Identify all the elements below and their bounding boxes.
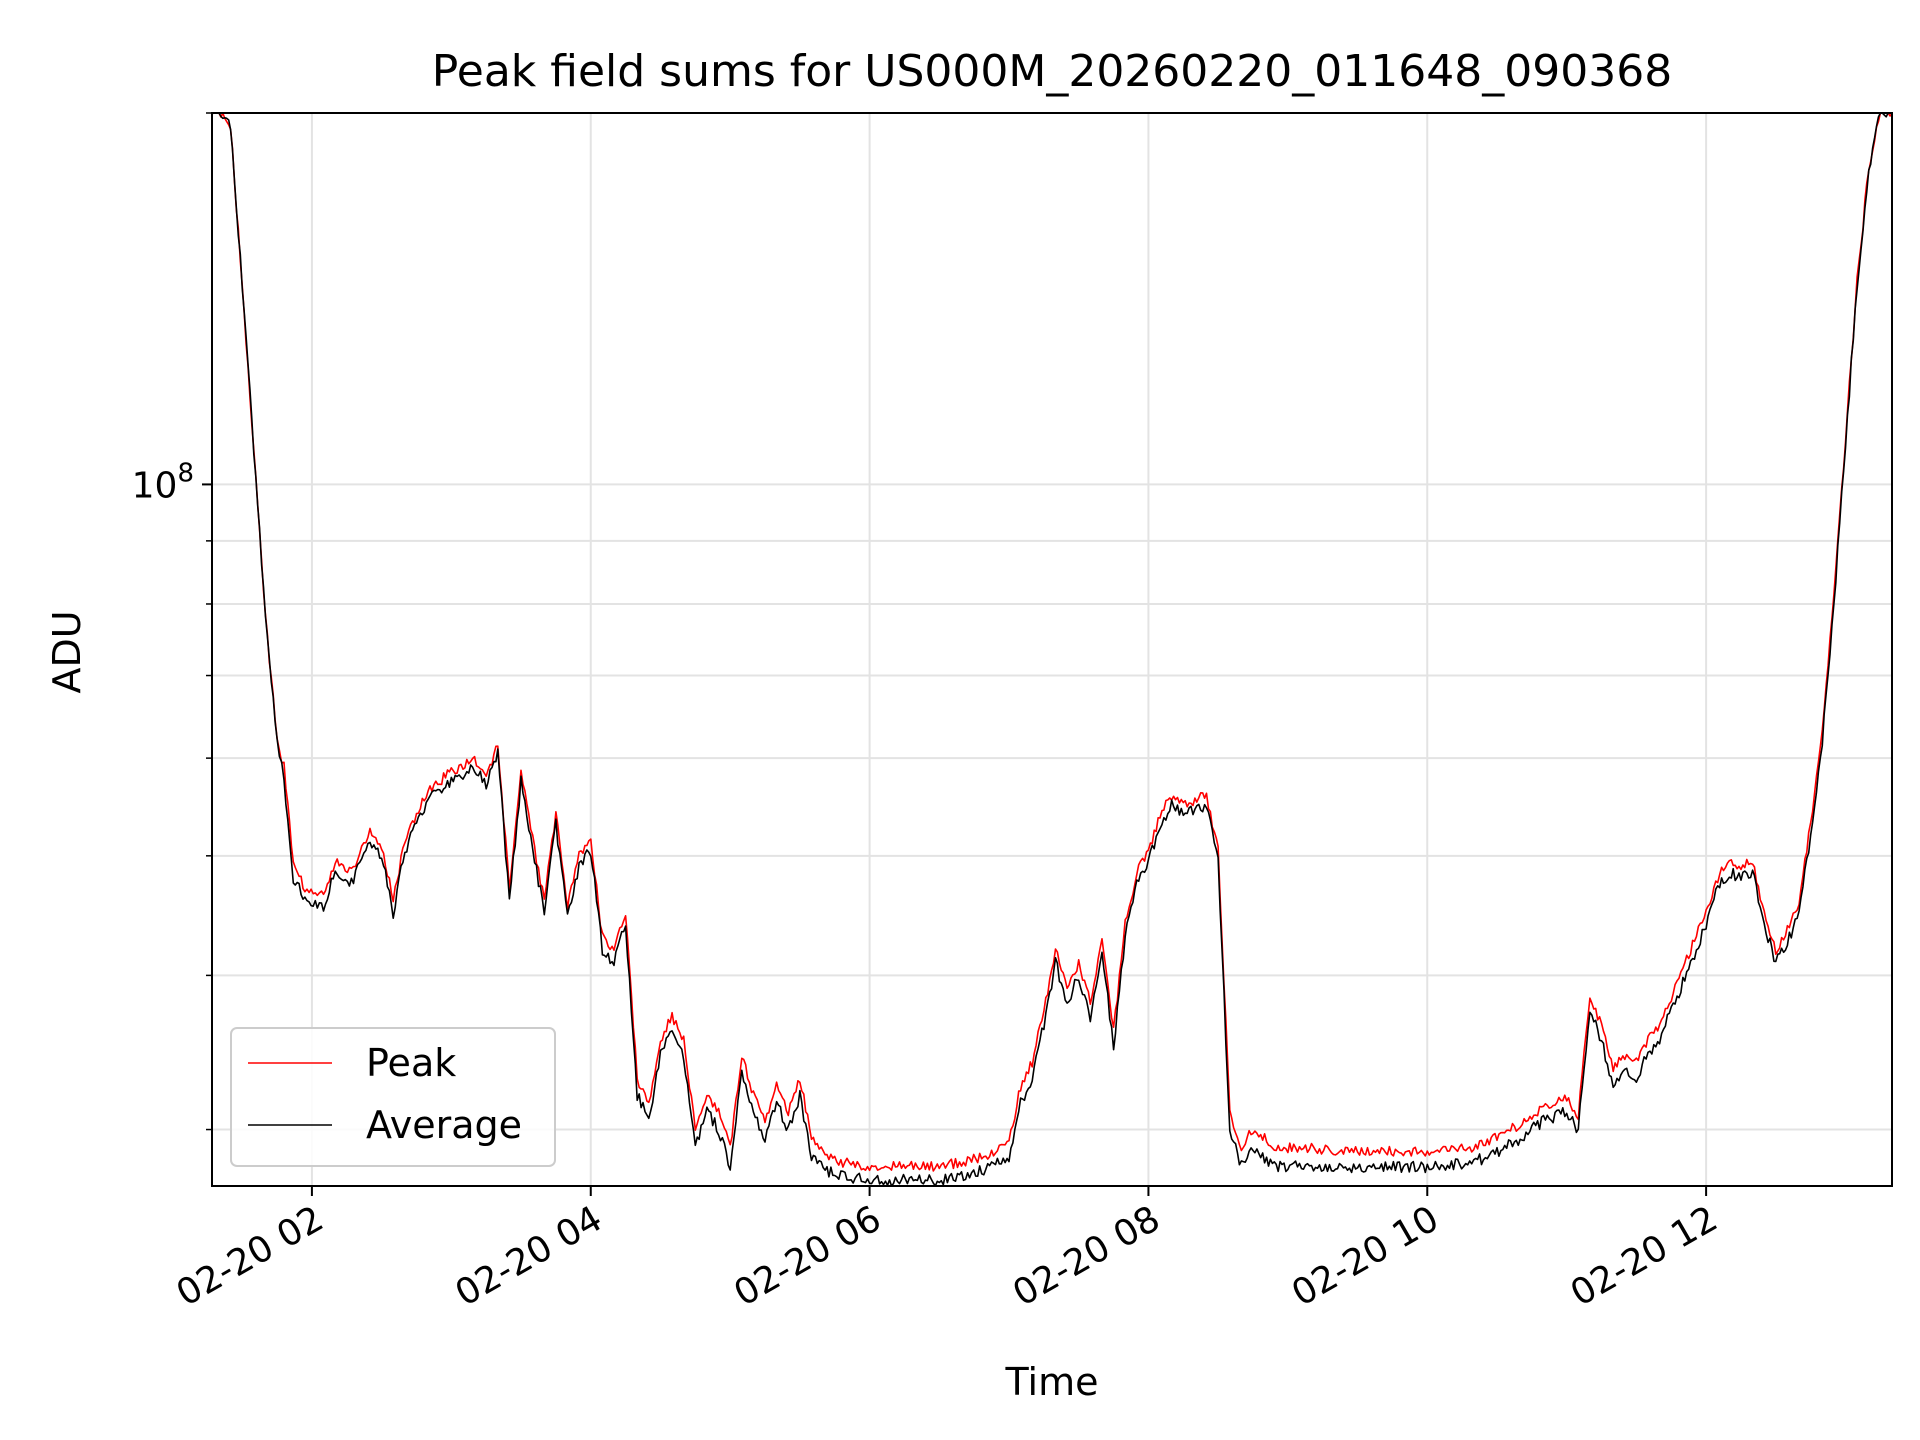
series-layer bbox=[211, 112, 1893, 1187]
series-line-average bbox=[211, 112, 1892, 1187]
legend: Peak Average bbox=[230, 1027, 556, 1167]
y-axis: 108 bbox=[132, 112, 212, 1131]
y-tick-label: 108 bbox=[132, 458, 194, 506]
x-axis-label: Time bbox=[1005, 1360, 1099, 1404]
series-line-peak bbox=[212, 112, 1893, 1172]
y-axis-label: ADU bbox=[45, 610, 89, 693]
chart-title: Peak field sums for US000M_20260220_0116… bbox=[432, 46, 1672, 97]
plot-frame bbox=[211, 112, 1893, 1187]
legend-label-peak: Peak bbox=[366, 1041, 456, 1085]
legend-label-average: Average bbox=[366, 1103, 522, 1147]
